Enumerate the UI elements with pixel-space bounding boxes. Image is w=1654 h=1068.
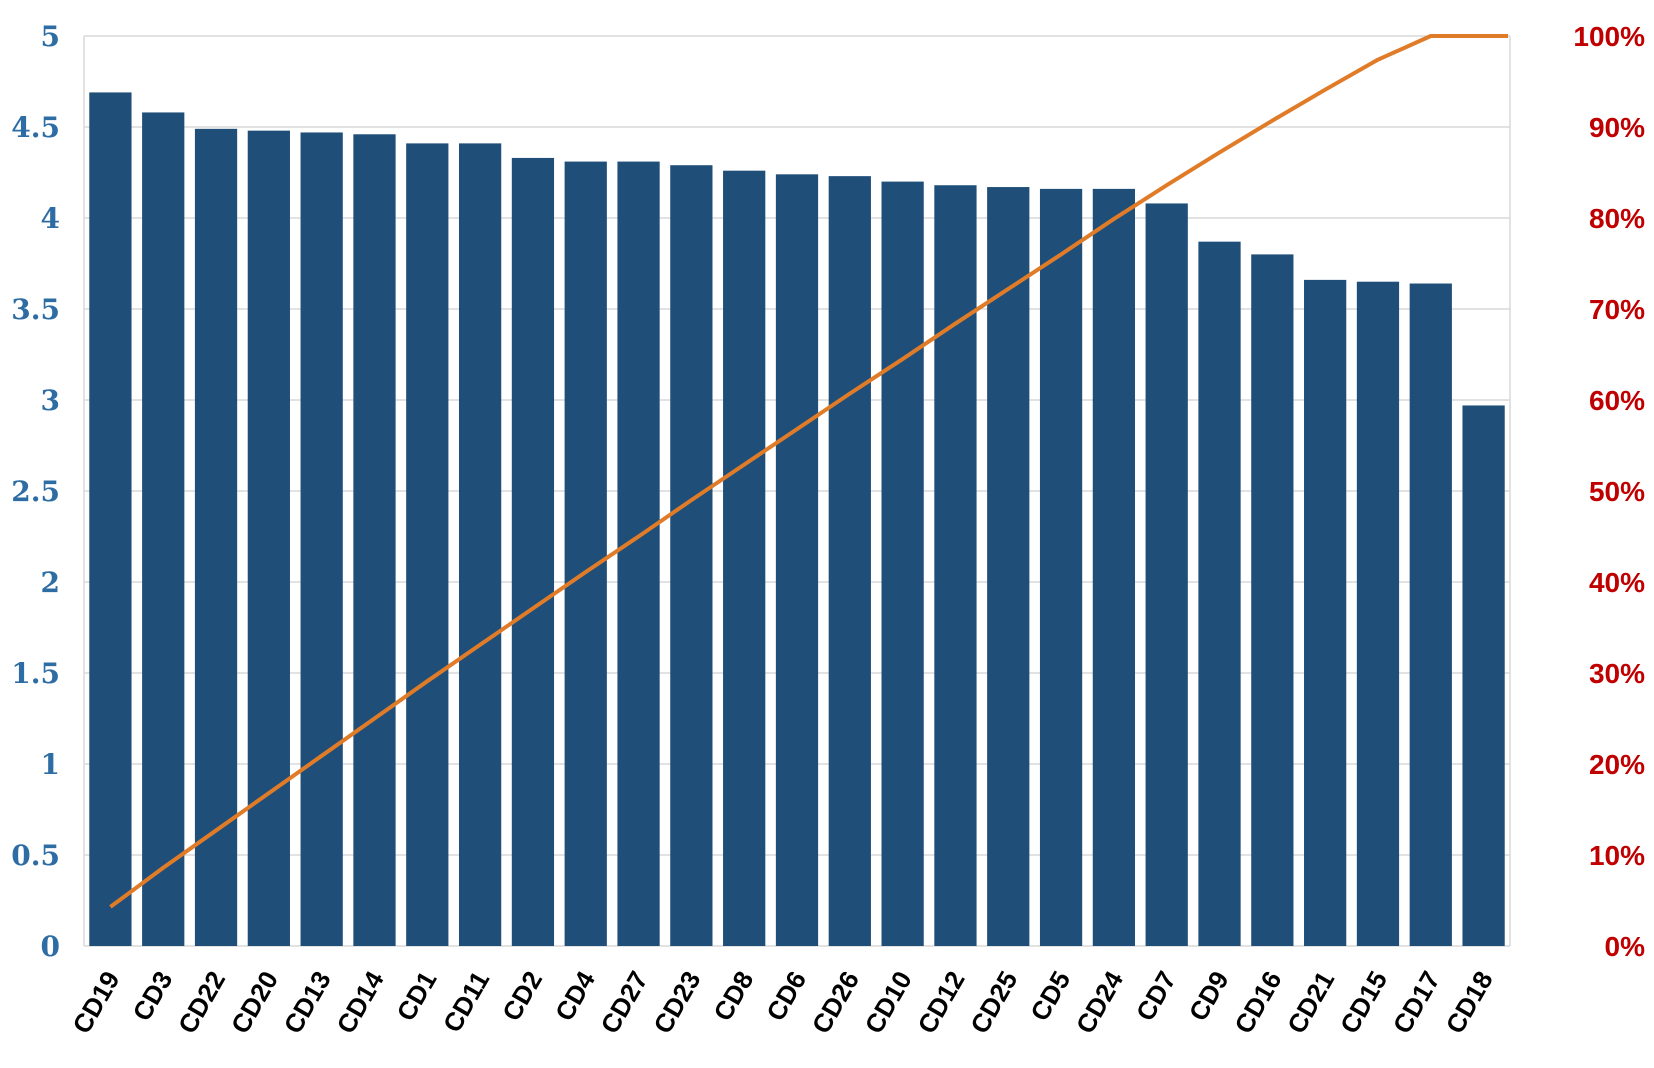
bar-CD25 bbox=[987, 187, 1030, 946]
bar-CD17 bbox=[1409, 283, 1452, 946]
bar-CD3 bbox=[142, 112, 185, 946]
x-tick-label: CD12 bbox=[911, 966, 970, 1039]
x-tick-label: CD19 bbox=[66, 966, 125, 1039]
x-tick-label: CD26 bbox=[806, 966, 865, 1039]
left-y-tick-label: 4.5 bbox=[11, 111, 60, 144]
bar-CD6 bbox=[775, 174, 819, 946]
bar-CD13 bbox=[300, 132, 343, 946]
x-tick-label: CD15 bbox=[1334, 966, 1393, 1039]
x-tick-label: CD21 bbox=[1281, 966, 1340, 1039]
plot-area bbox=[83, 36, 1511, 946]
right-y-axis: 0% 10% 20% 30% 40% 50% 60% 70% 80% 90% 100% bbox=[1573, 21, 1645, 962]
x-tick-label: CD14 bbox=[330, 966, 389, 1039]
right-y-tick-label: 50% bbox=[1589, 476, 1645, 507]
x-tick-label: CD27 bbox=[595, 966, 654, 1039]
bar-CD4 bbox=[564, 161, 607, 946]
right-y-tick-label: 0% bbox=[1605, 931, 1646, 962]
x-tick-label: CD7 bbox=[1130, 966, 1182, 1026]
x-tick-label: CD1 bbox=[391, 966, 443, 1026]
bar-CD5 bbox=[1039, 188, 1083, 946]
x-tick-label: CD3 bbox=[126, 966, 178, 1026]
bar-CD8 bbox=[723, 170, 766, 946]
bar-CD10 bbox=[881, 181, 924, 947]
bar-series bbox=[89, 92, 1505, 947]
left-y-tick-label: 3.5 bbox=[11, 293, 60, 326]
x-tick-label: CD16 bbox=[1228, 966, 1287, 1039]
x-tick-label: CD8 bbox=[707, 966, 759, 1026]
right-y-tick-label: 80% bbox=[1589, 203, 1645, 234]
left-y-tick-label: 0.5 bbox=[11, 839, 60, 872]
x-tick-label: CD5 bbox=[1024, 966, 1076, 1026]
x-tick-label: CD24 bbox=[1070, 966, 1129, 1039]
bar-CD16 bbox=[1251, 254, 1294, 946]
bar-CD19 bbox=[89, 92, 132, 947]
bar-CD24 bbox=[1092, 188, 1136, 946]
x-tick-label: CD18 bbox=[1440, 966, 1499, 1039]
x-tick-label: CD9 bbox=[1183, 966, 1235, 1026]
bar-CD20 bbox=[247, 130, 290, 946]
right-y-tick-label: 20% bbox=[1589, 749, 1645, 780]
bar-CD14 bbox=[353, 134, 396, 946]
bar-CD2 bbox=[511, 157, 555, 946]
x-tick-label: CD13 bbox=[278, 966, 337, 1039]
cumulative-line bbox=[109, 34, 1508, 909]
left-y-tick-label: 3 bbox=[41, 384, 60, 417]
left-y-tick-label: 5 bbox=[41, 20, 60, 53]
x-tick-label: CD23 bbox=[647, 966, 706, 1039]
x-tick-label: CD6 bbox=[760, 966, 812, 1026]
x-tick-label: CD20 bbox=[225, 966, 284, 1039]
right-y-tick-label: 90% bbox=[1589, 112, 1645, 143]
left-y-tick-label: 1.5 bbox=[11, 657, 60, 690]
x-tick-label: CD10 bbox=[859, 966, 918, 1039]
bar-CD1 bbox=[406, 143, 449, 946]
cumulative-line-series bbox=[109, 34, 1508, 909]
bar-CD23 bbox=[670, 165, 713, 947]
left-y-axis: 0 0.5 1 1.5 2 2.5 3 3.5 4 4.5 5 bbox=[11, 20, 60, 963]
right-y-tick-label: 60% bbox=[1589, 385, 1645, 416]
right-y-tick-label: 10% bbox=[1589, 840, 1645, 871]
x-tick-label: CD17 bbox=[1387, 966, 1446, 1039]
x-tick-label: CD25 bbox=[964, 966, 1023, 1039]
bar-CD26 bbox=[828, 176, 871, 946]
bar-CD18 bbox=[1462, 405, 1505, 947]
x-tick-label: CD2 bbox=[496, 966, 548, 1026]
left-y-tick-label: 0 bbox=[41, 930, 60, 963]
bar-CD7 bbox=[1145, 203, 1188, 946]
x-tick-label: CD11 bbox=[437, 966, 496, 1037]
left-y-tick-label: 4 bbox=[41, 202, 60, 235]
x-tick-label: CD4 bbox=[549, 966, 601, 1027]
right-y-tick-label: 70% bbox=[1589, 294, 1645, 325]
right-y-tick-label: 30% bbox=[1589, 658, 1645, 689]
left-y-tick-label: 2.5 bbox=[11, 475, 60, 508]
bar-CD21 bbox=[1304, 279, 1347, 946]
left-y-tick-label: 1 bbox=[41, 748, 60, 781]
bar-CD9 bbox=[1198, 241, 1241, 946]
bar-CD12 bbox=[934, 185, 977, 947]
bar-CD11 bbox=[458, 143, 502, 946]
left-y-tick-label: 2 bbox=[41, 566, 60, 599]
right-y-tick-label: 40% bbox=[1589, 567, 1645, 598]
bar-CD22 bbox=[194, 128, 238, 946]
bar-CD15 bbox=[1356, 281, 1400, 946]
bar-CD27 bbox=[617, 161, 660, 946]
right-y-tick-label: 100% bbox=[1573, 21, 1645, 52]
x-tick-label: CD22 bbox=[172, 966, 231, 1039]
